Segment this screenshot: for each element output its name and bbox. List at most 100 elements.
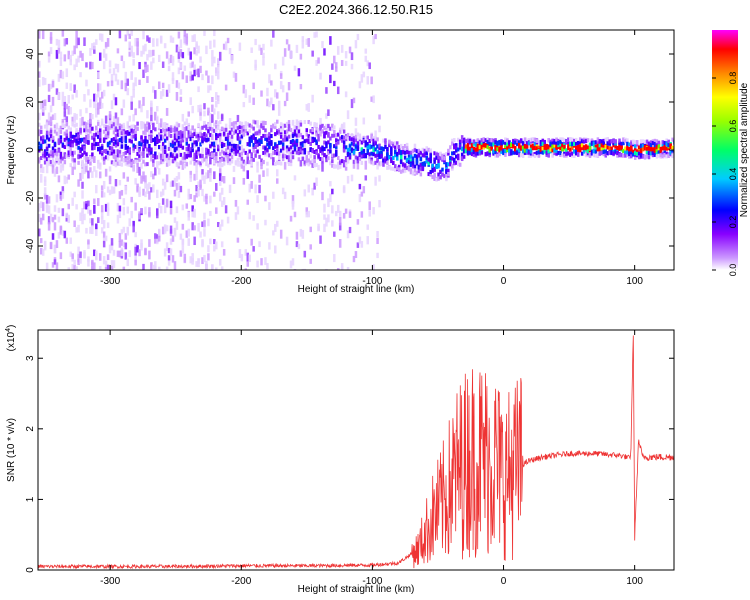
spectrogram-cell bbox=[252, 144, 255, 149]
spectrogram-cell bbox=[525, 141, 529, 146]
spectrogram-cell bbox=[222, 157, 226, 162]
spectrogram-cell bbox=[163, 132, 167, 137]
spectrogram-cell bbox=[193, 140, 196, 145]
spectrogram-cell bbox=[108, 60, 112, 68]
spectrogram-cell bbox=[344, 145, 348, 150]
spectrogram-cell bbox=[136, 166, 139, 174]
spectrogram-cell bbox=[45, 158, 49, 167]
spectrogram-cell bbox=[159, 91, 163, 99]
spectrogram-cell bbox=[382, 158, 385, 163]
spectrogram-cell bbox=[309, 154, 312, 159]
spectrogram-cell bbox=[45, 165, 49, 174]
spectrogram-cell bbox=[38, 129, 41, 134]
spectrogram-cell bbox=[167, 140, 171, 150]
spectrogram-cell bbox=[201, 147, 204, 157]
spectrogram-cell bbox=[578, 147, 582, 152]
spectrogram-cell bbox=[97, 102, 100, 111]
spectrogram-cell bbox=[65, 212, 69, 218]
spectrogram-cell bbox=[102, 149, 106, 154]
spectrogram-cell bbox=[183, 121, 187, 126]
spectrogram-cell bbox=[193, 173, 196, 181]
spectrogram-cell bbox=[75, 58, 78, 67]
spectrogram-cell bbox=[100, 191, 104, 198]
spectrogram-cell bbox=[248, 160, 251, 165]
spectrogram-cell bbox=[336, 46, 340, 55]
spectrogram-cell bbox=[376, 137, 379, 142]
spectrogram-cell bbox=[189, 150, 192, 155]
spectrogram-cell bbox=[362, 139, 366, 144]
spectrogram-cell bbox=[541, 141, 545, 146]
spectrogram-cell bbox=[148, 191, 151, 200]
spectrogram-cell bbox=[482, 143, 486, 148]
spectrogram-cell bbox=[392, 143, 395, 148]
spectrogram-cell bbox=[138, 61, 141, 70]
spectrogram-cell bbox=[319, 117, 322, 125]
spectrogram-cell bbox=[53, 168, 57, 174]
spectrogram-cell bbox=[69, 83, 72, 91]
spectrogram-cell bbox=[230, 148, 234, 153]
spectrogram-cell bbox=[55, 152, 59, 157]
spectrogram-cell bbox=[262, 150, 265, 155]
spectrogram-x-tick-label: 0 bbox=[501, 276, 507, 287]
spectrogram-cell bbox=[309, 136, 312, 142]
spectrogram-cell bbox=[61, 230, 65, 236]
spectrogram-cell bbox=[254, 144, 257, 149]
spectrogram-cell bbox=[218, 132, 222, 137]
spectrogram-cell bbox=[120, 55, 124, 62]
spectrogram-cell bbox=[327, 124, 330, 129]
spectrogram-cell bbox=[61, 186, 65, 193]
spectrogram-cell bbox=[476, 151, 480, 156]
spectrogram-cell bbox=[543, 139, 547, 144]
spectrogram-cell bbox=[187, 146, 190, 151]
spectrogram-cell bbox=[270, 141, 273, 146]
spectrogram-cell bbox=[433, 172, 436, 177]
spectrogram-cell bbox=[236, 159, 240, 167]
spectrogram-cell bbox=[118, 205, 122, 212]
spectrogram-cell bbox=[350, 174, 354, 182]
spectrogram-cell bbox=[252, 135, 255, 140]
spectrogram-cell bbox=[167, 255, 171, 261]
spectrogram-cell bbox=[193, 142, 196, 149]
spectrogram-cell bbox=[150, 262, 153, 270]
spectrogram-cell bbox=[110, 238, 114, 246]
spectrogram-cell bbox=[136, 37, 139, 47]
spectrogram-cell bbox=[159, 136, 163, 141]
spectrogram-cell bbox=[159, 123, 163, 128]
spectrogram-cell bbox=[157, 124, 161, 129]
spectrogram-cell bbox=[205, 45, 208, 55]
spectrogram-cell bbox=[317, 133, 320, 138]
spectrogram-cell bbox=[453, 138, 456, 143]
spectrogram-cell bbox=[69, 54, 72, 62]
spectrogram-cell bbox=[417, 152, 421, 157]
spectrogram-cell bbox=[79, 172, 82, 181]
spectrogram-cell bbox=[346, 266, 350, 270]
spectrogram-cell bbox=[73, 220, 76, 227]
spectrogram-cell bbox=[216, 162, 220, 167]
spectrogram-cell bbox=[559, 150, 562, 155]
spectrogram-cell bbox=[356, 162, 360, 170]
spectrogram-cell bbox=[348, 211, 352, 218]
spectrogram-cell bbox=[134, 202, 137, 211]
spectrogram-cell bbox=[466, 138, 470, 143]
spectrogram-cell bbox=[264, 128, 267, 133]
spectrogram-cell bbox=[177, 130, 181, 135]
spectrogram-cell bbox=[272, 191, 275, 199]
spectrogram-cell bbox=[89, 161, 92, 166]
spectrogram-cell bbox=[220, 187, 224, 195]
spectrogram-cell bbox=[87, 89, 90, 96]
spectrogram-cell bbox=[156, 161, 159, 169]
spectrogram-cell bbox=[433, 157, 436, 162]
spectrogram-cell bbox=[154, 233, 157, 239]
spectrogram-cell bbox=[268, 202, 271, 210]
spectrogram-cell bbox=[276, 92, 279, 99]
spectrogram-cell bbox=[191, 143, 194, 148]
spectrogram-cell bbox=[655, 154, 659, 159]
spectrogram-cell bbox=[175, 44, 179, 53]
spectrogram-cell bbox=[209, 156, 212, 161]
spectrogram-cell bbox=[460, 139, 464, 144]
spectrogram-cell bbox=[38, 132, 41, 137]
spectrogram-cell bbox=[559, 153, 562, 158]
spectrogram-cell bbox=[360, 191, 364, 197]
spectrogram-cell bbox=[152, 57, 155, 64]
spectrogram-cell bbox=[128, 162, 131, 167]
